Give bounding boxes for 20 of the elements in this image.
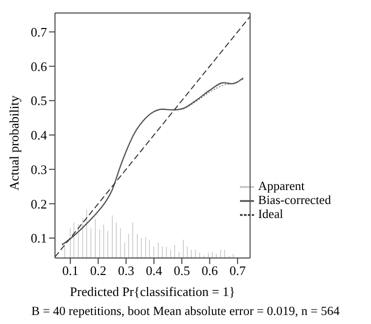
text: B = 40 repetitions, boot Mean absolute error = 0.019, n = 564 [30,304,341,319]
y-tick-label: 0.6 [30,58,48,74]
y-axis-title: Actual probability [6,95,22,190]
legend-label: Apparent [258,179,305,193]
x-tick-label: 0.4 [146,263,163,278]
x-tick-label: 0.3 [118,263,134,278]
y-tick-label: 0.3 [30,162,47,177]
x-tick-label: 0.5 [174,263,190,278]
y-tick-label: 0.7 [30,24,48,40]
x-axis-title: Predicted Pr{classification = 1} [70,284,236,299]
x-tick-label: 0.6 [202,263,218,278]
y-tick-label: 0.5 [30,93,47,108]
legend-label: Ideal [258,207,284,222]
x-tick-label: 0.2 [90,263,106,278]
y-tick-label: 0.4 [30,128,48,143]
y-tick-label: 0.1 [30,230,47,246]
x-tick-label: 0.7 [229,263,246,278]
legend-label: Bias-corrected [258,193,331,208]
y-tick-label: 0.2 [30,196,47,212]
x-tick-label: 0.1 [62,263,78,278]
